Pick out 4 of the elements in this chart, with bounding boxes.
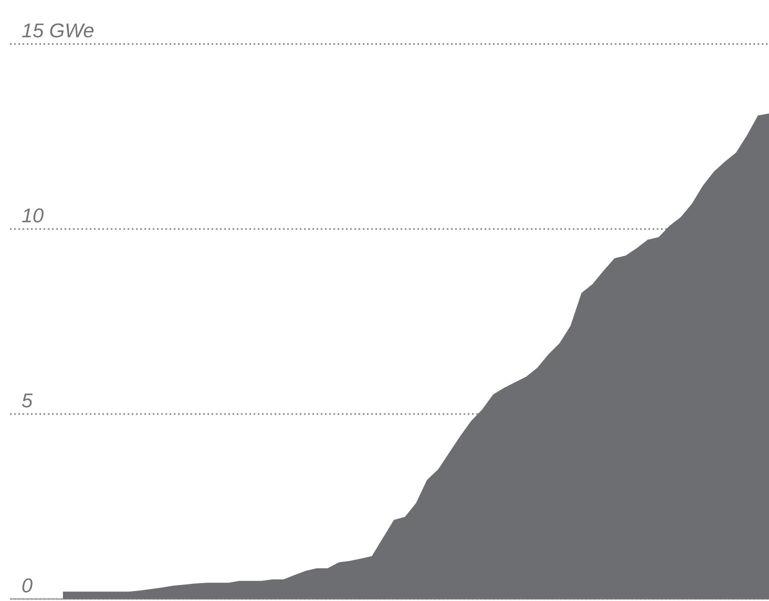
y-tick-label: 5 (22, 394, 33, 408)
y-tick-label: 0 (22, 578, 32, 592)
y-tick-label: 15 GWe (22, 23, 94, 38)
y-tick-label: 10 (22, 208, 44, 222)
